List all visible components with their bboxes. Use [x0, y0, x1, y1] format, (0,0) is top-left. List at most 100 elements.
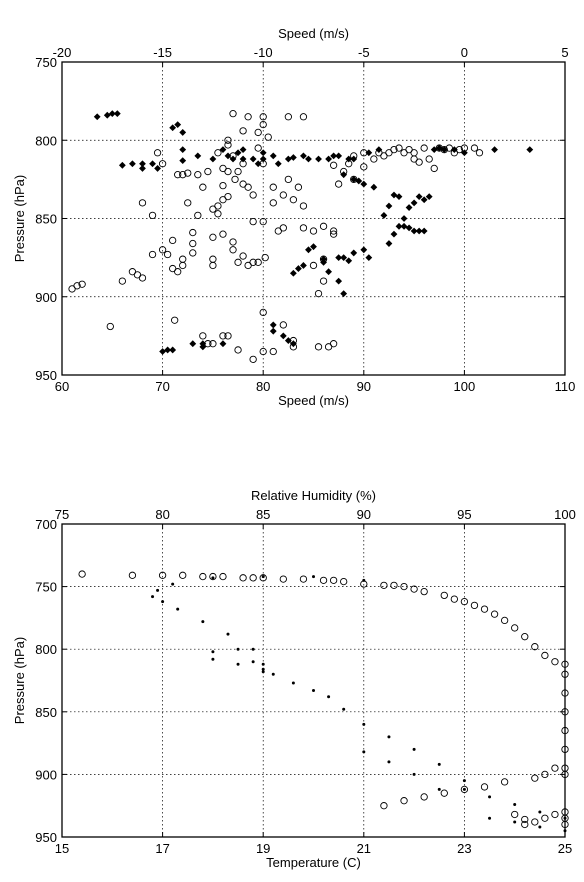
top-open-circle-point [199, 183, 207, 191]
top-x2-tick-label: -5 [358, 45, 370, 60]
top-filled-diamond-point [179, 146, 187, 154]
top-open-circle-point [334, 180, 343, 188]
bottom-dot-point [513, 802, 517, 806]
bottom-open-circle-point [400, 582, 408, 591]
bottom-open-circle-point [521, 820, 529, 829]
bottom-x-tick-label: 25 [558, 841, 572, 856]
top-open-circle-point [148, 250, 157, 259]
top-filled-diamond-point [149, 160, 156, 168]
bottom-dot-point [462, 779, 466, 783]
bottom-open-circle-point [531, 643, 539, 651]
bottom-dot-point [488, 795, 492, 799]
bottom-open-circle-point [390, 581, 398, 589]
top-open-circle-point [294, 183, 303, 191]
bottom-open-circle-point [480, 783, 489, 791]
top-filled-diamond-point [375, 146, 383, 154]
bottom-dot-point [462, 787, 466, 791]
top-filled-diamond-point [410, 227, 418, 235]
top-open-circle-point [138, 274, 147, 282]
top-filled-diamond-point [229, 155, 237, 163]
top-filled-diamond-point [325, 268, 332, 276]
bottom-open-circle-point [500, 616, 509, 625]
top-filled-diamond-point [415, 227, 423, 235]
bottom-open-circle-point [500, 778, 509, 786]
top-open-circle-point [360, 163, 368, 171]
top-open-circle-point [118, 277, 127, 285]
top-open-circle-point [289, 196, 298, 204]
bottom-dot-point [412, 772, 416, 776]
bottom-x2-tick-label: 100 [554, 507, 576, 522]
bottom-open-circle-point [279, 575, 287, 583]
top-filled-diamond-point [113, 110, 121, 118]
bottom-open-circle-point [531, 818, 539, 826]
top-open-circle-point [234, 167, 242, 176]
top-filled-diamond-point [335, 152, 343, 160]
top-filled-diamond-point [219, 340, 227, 348]
top-filled-diamond-point [194, 152, 202, 160]
top-open-circle-point [269, 199, 277, 207]
bottom-open-circle-point [179, 571, 187, 579]
top-filled-diamond-point [274, 160, 282, 168]
top-open-circle-point [224, 141, 232, 149]
bottom-plot-frame [61, 523, 566, 838]
top-filled-diamond-point [169, 124, 177, 132]
bottom-dot-point [261, 575, 265, 579]
bottom-ticks: 15 17 19 21 23 25 75 80 85 90 95 100 700 750 800 850 900… [35, 507, 576, 856]
top-filled-diamond-point [395, 222, 403, 230]
top-open-circle-point [420, 144, 428, 152]
bottom-open-circle-point [460, 785, 469, 794]
bottom-y-tick-label: 900 [35, 767, 57, 782]
bottom-open-circle-point [460, 597, 469, 606]
top-open-circle-point [138, 199, 147, 207]
top-open-circle-point [229, 109, 237, 118]
top-filled-diamond-point [305, 155, 312, 163]
top-open-circle-point [78, 280, 86, 288]
top-open-circle-point [209, 233, 217, 241]
top-filled-diamond-point [400, 222, 408, 230]
bottom-open-circle-point [470, 601, 479, 610]
top-open-circle-point [219, 332, 227, 340]
top-x-tick-label: 100 [454, 379, 476, 394]
bottom-x2-tick-label: 80 [155, 507, 169, 522]
top-open-circle-point [430, 164, 438, 173]
top-filled-diamond-point [365, 254, 373, 262]
top-x-tick-label: 110 [555, 379, 576, 394]
top-filled-diamond-point [461, 149, 468, 157]
top-filled-diamond-point [350, 249, 358, 257]
top-plot: 60 70 80 90 100 110 -20 -15 -10 -5 0 5 750 800 850 900 9… [12, 26, 575, 408]
top-filled-diamond-point [279, 332, 287, 340]
top-open-circle-point [224, 167, 232, 176]
top-x2-tick-label: -15 [153, 45, 172, 60]
bottom-open-circle-point [531, 774, 539, 782]
bottom-open-circle-point [380, 581, 388, 589]
bottom-x-tick-label: 19 [256, 841, 270, 856]
top-x2-tick-label: 0 [461, 45, 468, 60]
top-filled-diamond-point [390, 191, 398, 199]
top-open-circle-point [219, 181, 227, 190]
top-open-circle-point [189, 239, 197, 248]
top-x-tick-label: 70 [155, 379, 169, 394]
top-filled-diamond-point [179, 129, 187, 136]
top-open-circle-point [73, 282, 81, 290]
top-open-circle-point [209, 255, 217, 263]
bottom-x-axis-label: Temperature (C) [266, 855, 361, 870]
top-open-circle-point [279, 321, 287, 329]
top-open-circle-point [214, 202, 222, 210]
top-open-circle-point [319, 222, 328, 230]
top-open-circle-point [259, 308, 267, 317]
bottom-open-circle-point [319, 576, 328, 584]
top-filled-diamond-point [254, 160, 262, 168]
bottom-dot-point [261, 667, 265, 671]
top-filled-diamond-point [390, 230, 398, 238]
top-filled-diamond-point [360, 246, 368, 254]
top-open-circle-point [158, 160, 167, 168]
top-open-circle-point [249, 355, 257, 363]
top-x2-tick-label: -20 [53, 45, 72, 60]
top-filled-diamond-point [289, 154, 297, 161]
top-filled-diamond-point [400, 215, 408, 222]
bottom-open-circle-point [249, 574, 257, 582]
top-open-circle-point [169, 236, 177, 245]
bottom-open-circle-point [128, 571, 137, 579]
top-filled-diamond-point [118, 161, 126, 169]
top-open-circle-point [299, 224, 308, 232]
